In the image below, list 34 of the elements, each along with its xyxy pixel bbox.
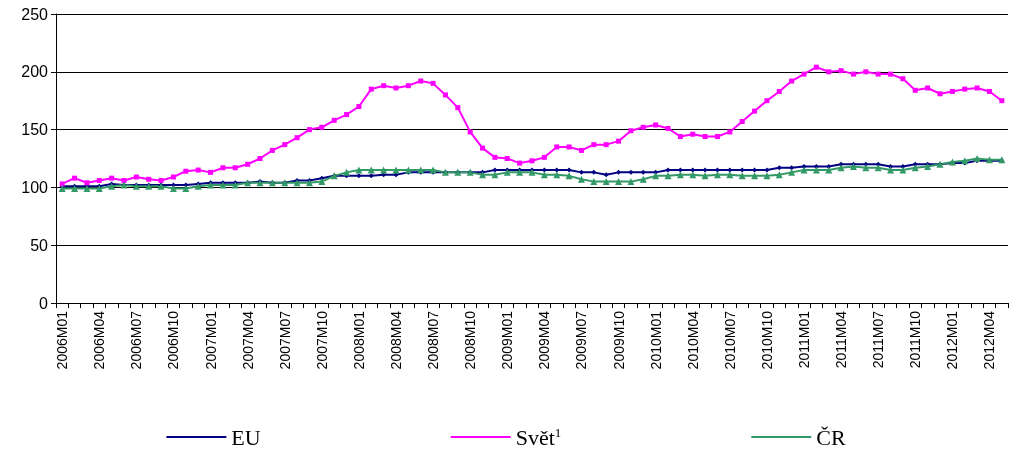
x-tick-label: 2010M01 (647, 310, 664, 370)
x-tick-label: 2009M10 (610, 310, 627, 370)
y-tick-label: 50 (30, 236, 49, 254)
y-tick-label: 0 (39, 294, 49, 312)
y-tick-label: 150 (21, 121, 49, 139)
x-tick-label: 2010M10 (758, 310, 775, 370)
y-tick-label: 250 (21, 5, 49, 23)
x-tick-label: 2012M01 (944, 310, 961, 370)
y-tick-label: 100 (21, 178, 49, 196)
x-tick-label: 2008M07 (425, 310, 442, 370)
x-tick-label: 2006M01 (54, 310, 71, 370)
x-tick-label: 2008M10 (462, 310, 479, 370)
x-tick-label: 2010M04 (684, 310, 701, 370)
y-tick-label: 200 (21, 63, 49, 81)
x-tick-label: 2011M07 (870, 310, 887, 369)
x-tick-label: 2008M04 (388, 310, 404, 370)
x-tick-label: 2011M10 (907, 310, 924, 369)
x-tick-label: 2009M07 (573, 310, 590, 370)
legend-label: EU (231, 424, 261, 450)
x-tick-label: 2010M07 (721, 310, 738, 370)
x-tick-label: 2012M04 (981, 310, 998, 370)
x-tick-label: 2011M04 (833, 310, 850, 369)
x-tick-label: 2007M07 (276, 310, 293, 370)
x-tick-label: 2008M01 (350, 310, 367, 370)
x-tick-label: 2006M10 (165, 310, 182, 370)
x-tick-label: 2006M04 (91, 310, 108, 370)
x-tick-label: 2009M01 (499, 310, 516, 370)
legend-label: ČR (816, 424, 846, 450)
x-tick-label: 2006M07 (128, 310, 145, 370)
x-tick-label: 2009M04 (536, 310, 553, 370)
x-tick-label: 2007M01 (202, 310, 219, 370)
x-tick-label: 2007M10 (313, 310, 330, 370)
x-tick-label: 2007M04 (239, 310, 256, 370)
x-tick-label: 2011M01 (796, 310, 812, 369)
